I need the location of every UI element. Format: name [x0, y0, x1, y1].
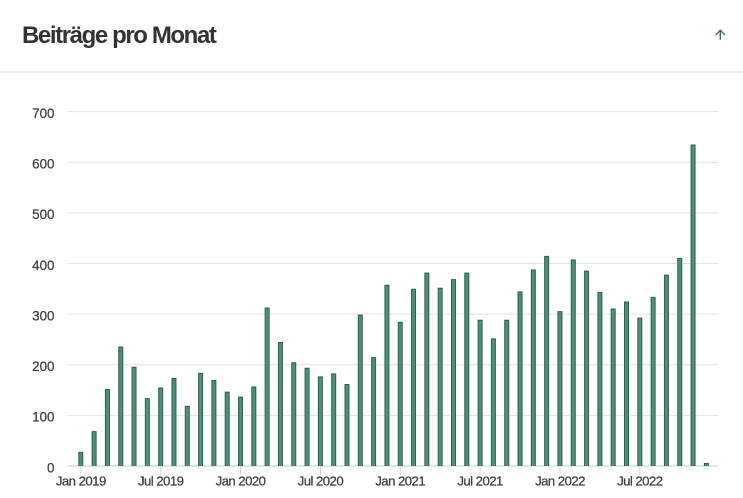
svg-text:Jan 2022: Jan 2022: [535, 474, 585, 489]
svg-text:500: 500: [32, 207, 54, 222]
svg-text:400: 400: [32, 258, 54, 273]
svg-text:Jul 2021: Jul 2021: [457, 474, 503, 489]
svg-text:600: 600: [32, 157, 54, 172]
svg-text:Jan 2020: Jan 2020: [216, 474, 266, 489]
svg-text:700: 700: [32, 106, 54, 121]
svg-text:300: 300: [32, 308, 54, 323]
svg-text:Jan 2019: Jan 2019: [56, 474, 106, 489]
svg-text:Jul 2019: Jul 2019: [138, 474, 184, 489]
svg-text:0: 0: [47, 460, 54, 475]
svg-text:Jul 2022: Jul 2022: [617, 474, 663, 489]
svg-text:Jan 2021: Jan 2021: [375, 474, 425, 489]
svg-text:200: 200: [32, 359, 54, 374]
svg-text:100: 100: [32, 410, 54, 425]
svg-text:Jul 2020: Jul 2020: [298, 474, 344, 489]
